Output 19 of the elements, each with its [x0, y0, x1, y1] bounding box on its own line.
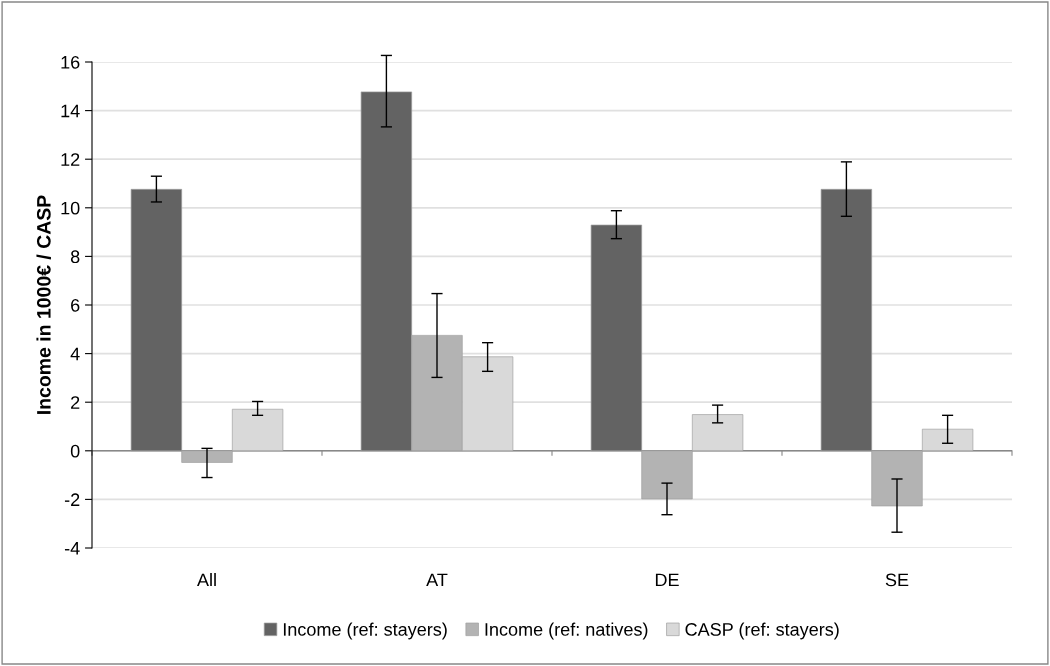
x-tick-label: DE [655, 573, 679, 587]
y-tick-label: 4 [70, 347, 80, 361]
legend-label: Income (ref: stayers) [283, 622, 447, 640]
x-tick-label: SE [885, 573, 909, 587]
y-tick-label: 0 [70, 444, 80, 458]
y-tick-label: 16 [61, 55, 80, 69]
y-tick-label: -4 [64, 542, 80, 555]
y-tick-label: 10 [61, 201, 80, 215]
y-tick-label: 6 [71, 298, 80, 312]
legend-label: CASP (ref: stayers) [685, 622, 839, 640]
y-tick-label: -2 [64, 493, 80, 506]
x-tick-label: AT [426, 573, 448, 587]
x-tick-label: All [197, 573, 216, 587]
y-tick-label: 14 [61, 104, 80, 118]
y-tick-label: 8 [70, 250, 80, 264]
legend-label: Income (ref: natives) [485, 622, 648, 640]
y-tick-label: 2 [71, 396, 80, 409]
y-tick-label: 12 [61, 153, 80, 166]
y-axis-title: Income in 1000€ / CASP [36, 195, 51, 414]
